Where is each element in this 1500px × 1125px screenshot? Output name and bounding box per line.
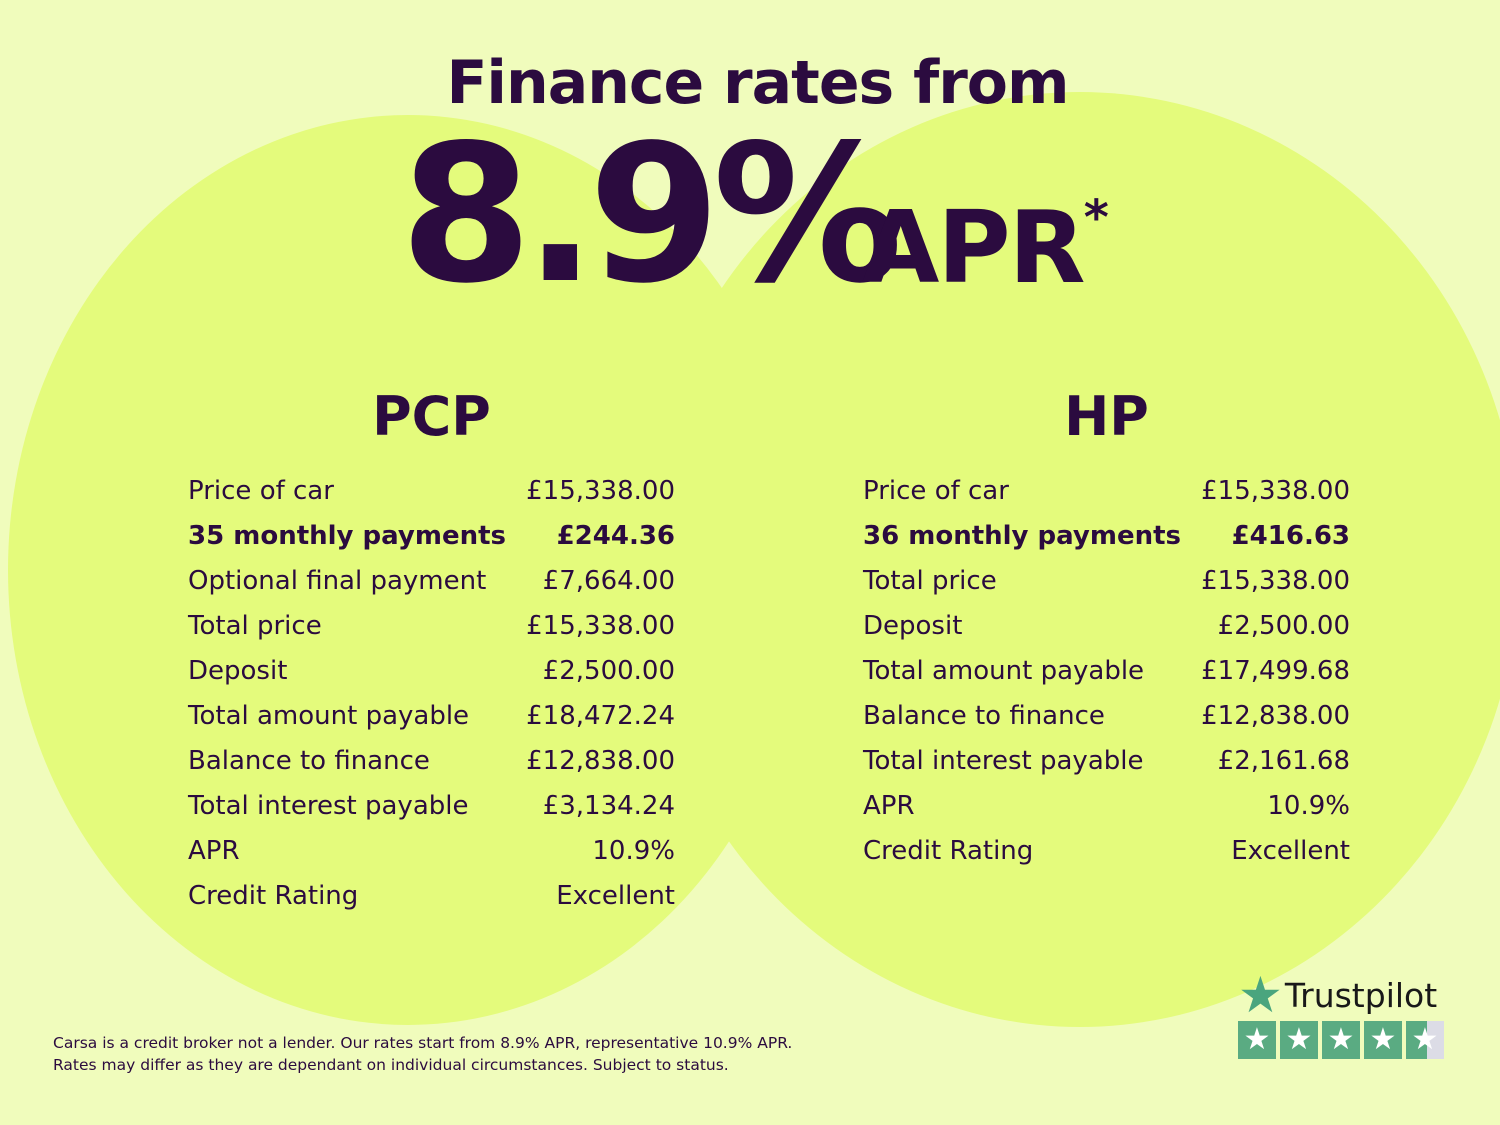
rate-suffix: APR* [862, 194, 1109, 298]
row-value: Excellent [1231, 836, 1350, 866]
table-row: APR 10.9% [863, 790, 1350, 835]
table-row: APR 10.9% [188, 835, 675, 880]
headline: Finance rates from [446, 48, 1069, 118]
row-value: £244.36 [556, 521, 675, 551]
table-row: Total interest payable £3,134.24 [188, 790, 675, 835]
row-value: £12,838.00 [526, 746, 675, 776]
row-label: Deposit [188, 656, 288, 686]
table-row: Price of car £15,338.00 [188, 475, 675, 520]
row-value: £416.63 [1231, 521, 1350, 551]
star-icon: ★ [1238, 966, 1283, 1024]
pcp-title: PCP [372, 385, 491, 448]
trustpilot-badge: ★ Trustpilot ★ ★ ★ ★ ★ [1238, 966, 1444, 1059]
row-label: Total price [188, 611, 322, 641]
row-label: APR [188, 836, 240, 866]
star-icon: ★ [1238, 1021, 1276, 1059]
row-label: APR [863, 791, 915, 821]
row-value: £2,500.00 [542, 656, 675, 686]
table-row: Total price £15,338.00 [188, 610, 675, 655]
decorative-circle-right [640, 92, 1500, 1027]
row-label: Credit Rating [188, 881, 359, 911]
row-label: 35 monthly payments [188, 521, 506, 551]
hp-title: HP [1064, 385, 1149, 448]
row-label: Total price [863, 566, 997, 596]
row-label: Optional final payment [188, 566, 487, 596]
row-label: Price of car [863, 476, 1009, 506]
row-value: £7,664.00 [542, 566, 675, 596]
row-label: Deposit [863, 611, 963, 641]
trustpilot-logo: ★ Trustpilot [1238, 966, 1444, 1024]
table-row: Optional final payment £7,664.00 [188, 565, 675, 610]
table-row: Total price £15,338.00 [863, 565, 1350, 610]
rate-value: 8.9% [400, 104, 903, 325]
row-value: £12,838.00 [1201, 701, 1350, 731]
star-icon: ★ [1280, 1021, 1318, 1059]
table-row: Total interest payable £2,161.68 [863, 745, 1350, 790]
row-value: 10.9% [1267, 791, 1350, 821]
row-value: £15,338.00 [1201, 566, 1350, 596]
row-value: £15,338.00 [526, 611, 675, 641]
row-value: 10.9% [592, 836, 675, 866]
row-label: Total amount payable [863, 656, 1145, 686]
table-row: Price of car £15,338.00 [863, 475, 1350, 520]
star-icon: ★ [1322, 1021, 1360, 1059]
trustpilot-rating: ★ ★ ★ ★ ★ [1238, 1021, 1444, 1059]
row-label: Price of car [188, 476, 334, 506]
row-label: 36 monthly payments [863, 521, 1181, 551]
disclaimer-line-2: Rates may differ as they are dependant o… [53, 1056, 729, 1074]
disclaimer-line-1: Carsa is a credit broker not a lender. O… [53, 1034, 793, 1052]
table-row: Credit Rating Excellent [188, 880, 675, 925]
row-value: £2,161.68 [1217, 746, 1350, 776]
star-icon: ★ [1406, 1021, 1444, 1059]
table-row: Deposit £2,500.00 [188, 655, 675, 700]
table-row: Credit Rating Excellent [863, 835, 1350, 880]
table-row: Total amount payable £18,472.24 [188, 700, 675, 745]
trustpilot-name: Trustpilot [1284, 975, 1438, 1015]
row-value: £18,472.24 [526, 701, 675, 731]
row-value: Excellent [556, 881, 675, 911]
row-value: £17,499.68 [1201, 656, 1350, 686]
row-value: £2,500.00 [1217, 611, 1350, 641]
row-value: £3,134.24 [542, 791, 675, 821]
row-value: £15,338.00 [1201, 476, 1350, 506]
row-label: Credit Rating [863, 836, 1034, 866]
table-row: 35 monthly payments £244.36 [188, 520, 675, 565]
pcp-table: PCP Price of car £15,338.00 35 monthly pay… [188, 385, 675, 925]
asterisk: * [1083, 190, 1109, 246]
apr-label: APR [862, 189, 1086, 306]
row-label: Total interest payable [863, 746, 1144, 776]
table-row: Balance to finance £12,838.00 [188, 745, 675, 790]
row-label: Total amount payable [188, 701, 470, 731]
row-label: Balance to finance [188, 746, 430, 776]
row-label: Total interest payable [188, 791, 469, 821]
table-row: 36 monthly payments £416.63 [863, 520, 1350, 565]
hp-table: HP Price of car £15,338.00 36 monthly paym… [863, 385, 1350, 880]
disclaimer: Carsa is a credit broker not a lender. O… [53, 1032, 792, 1076]
table-row: Total amount payable £17,499.68 [863, 655, 1350, 700]
row-value: £15,338.00 [526, 476, 675, 506]
star-icon: ★ [1364, 1021, 1402, 1059]
row-label: Balance to finance [863, 701, 1105, 731]
table-row: Balance to finance £12,838.00 [863, 700, 1350, 745]
table-row: Deposit £2,500.00 [863, 610, 1350, 655]
